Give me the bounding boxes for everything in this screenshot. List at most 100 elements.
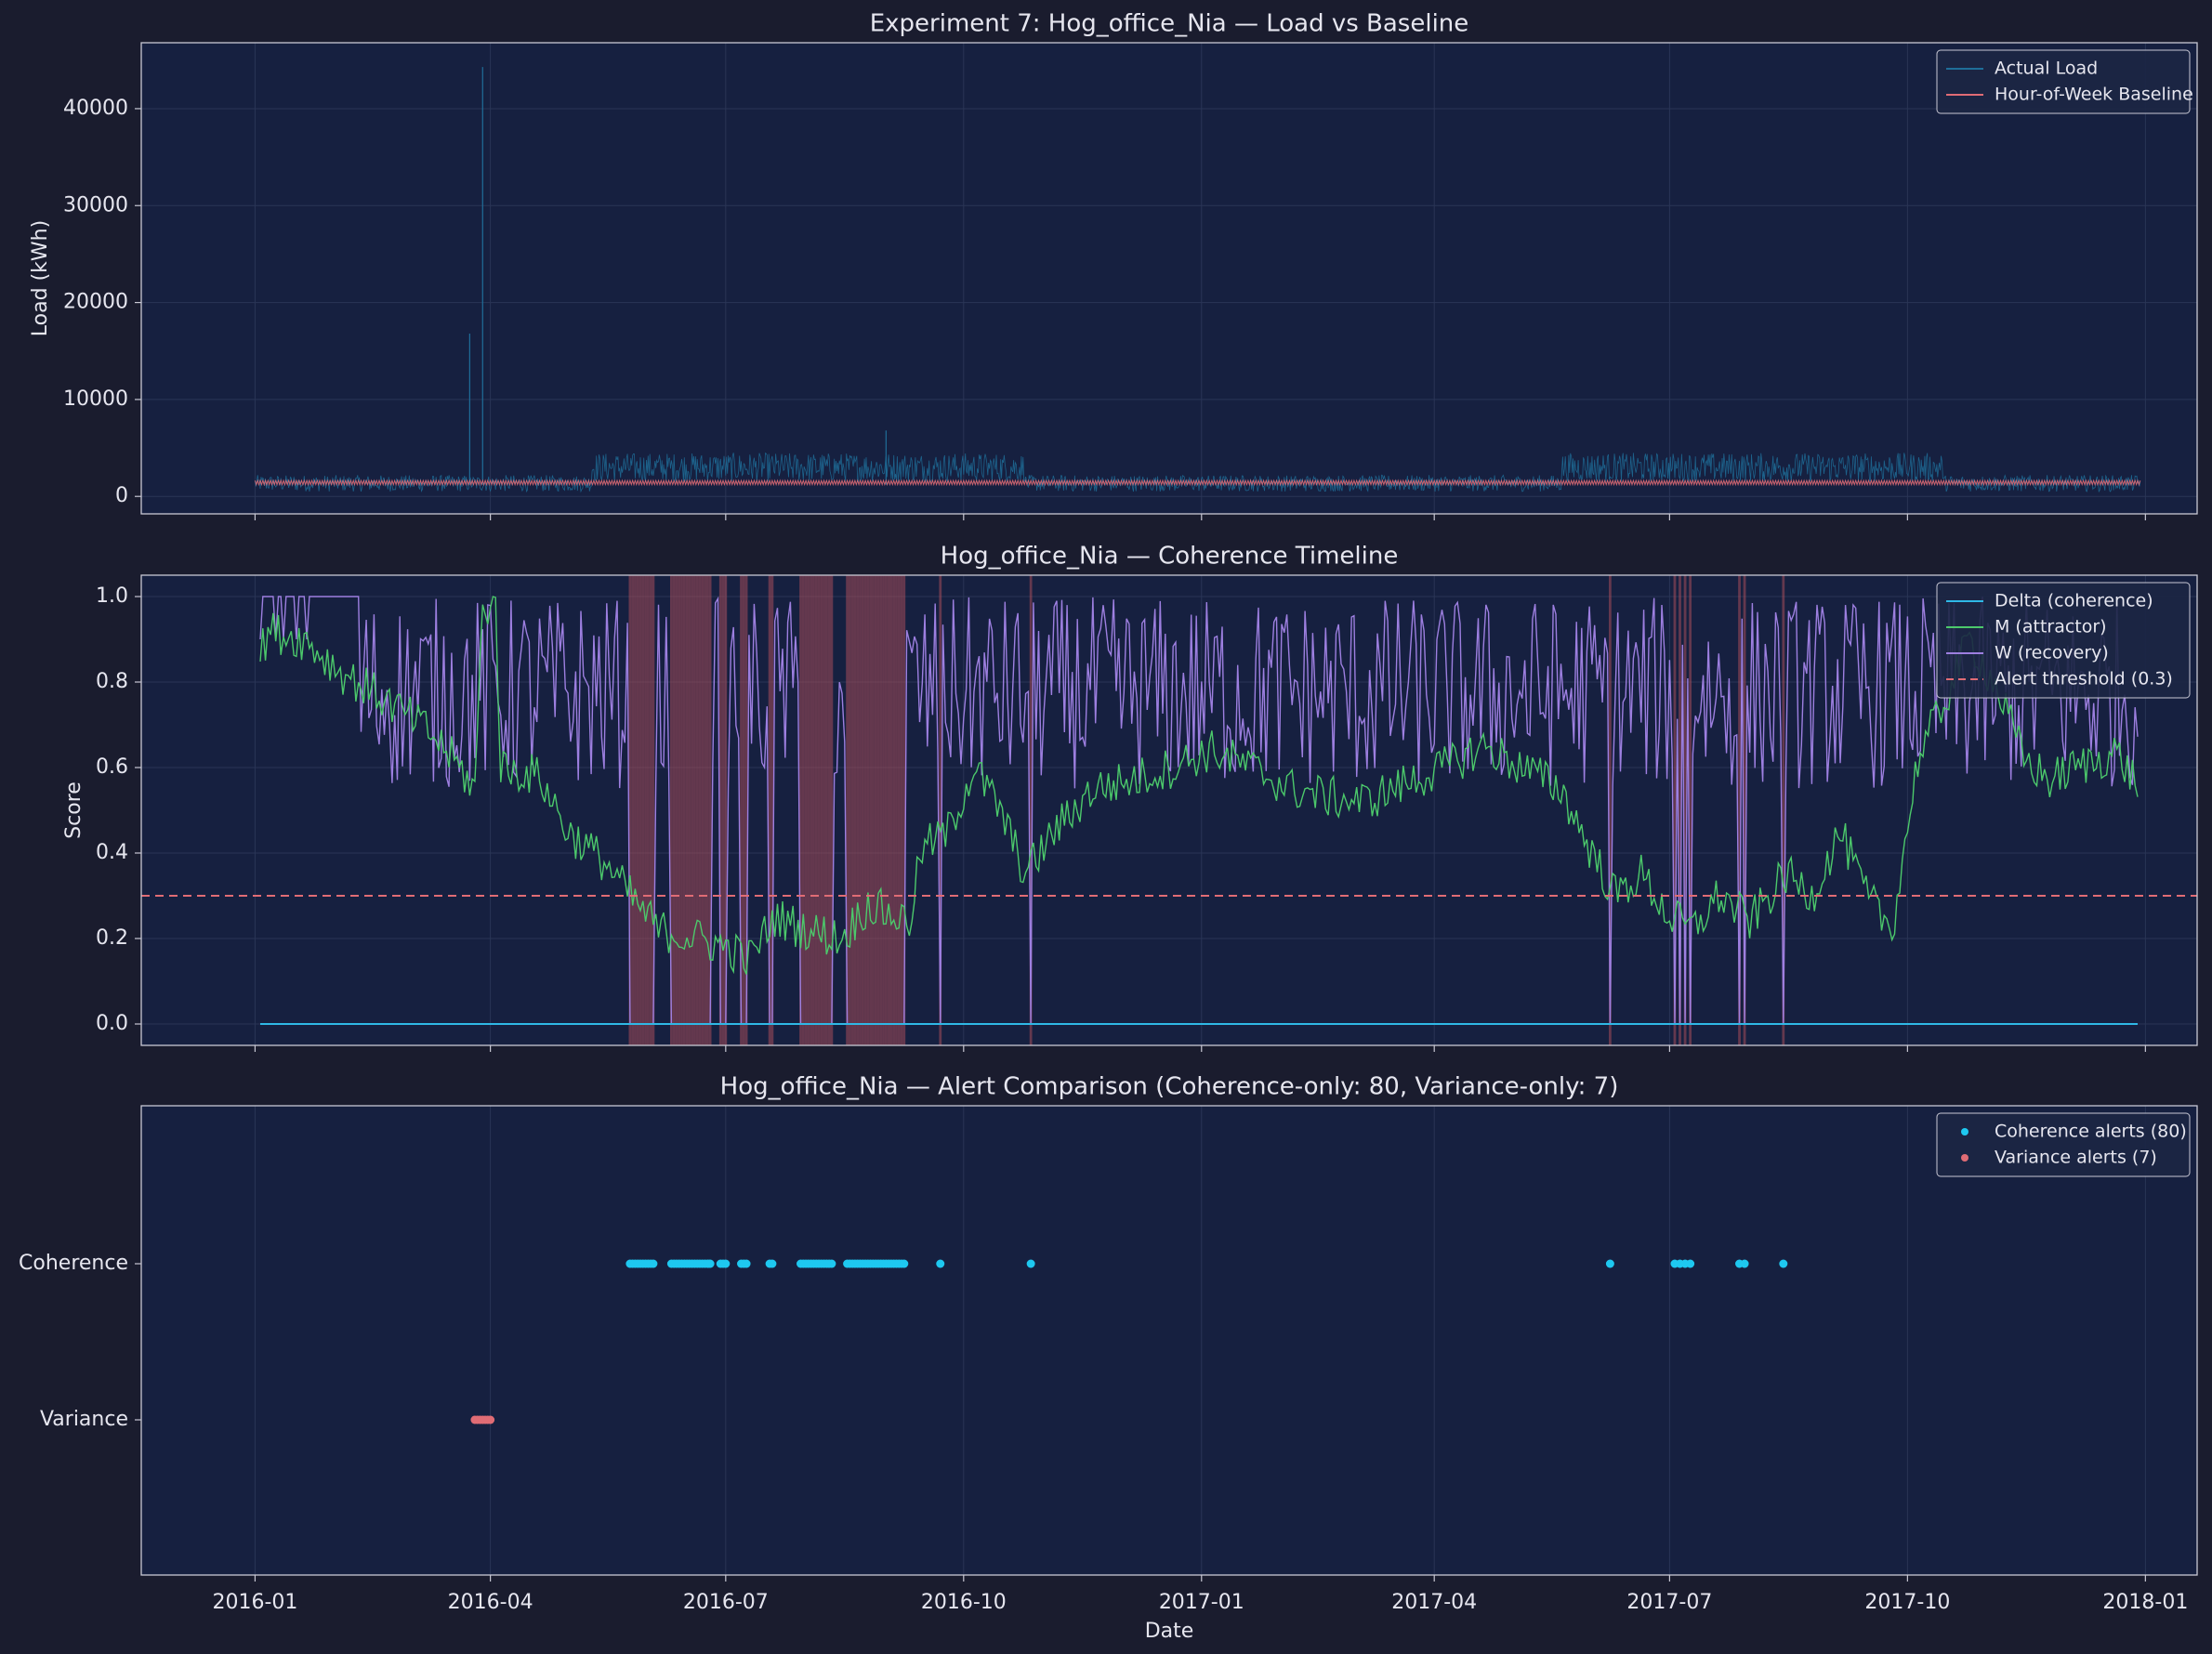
y-axis-label: Score <box>62 781 86 839</box>
alert-span <box>631 575 635 1045</box>
alert-span <box>1689 575 1692 1045</box>
coherence-alert-point <box>705 1259 715 1268</box>
alert-span <box>644 575 647 1045</box>
alert-span <box>680 575 683 1045</box>
coherence-alert-point <box>1779 1259 1788 1268</box>
alert-span <box>869 575 873 1045</box>
load-vs-baseline-panel: Experiment 7: Hog_office_Nia — Load vs B… <box>29 10 2198 520</box>
category-label: Variance <box>40 1408 128 1431</box>
alert-span <box>672 575 676 1045</box>
y-tick-label: 0.0 <box>96 1012 128 1035</box>
alert-span <box>1029 575 1033 1045</box>
coherence-alert-point <box>1605 1259 1614 1268</box>
alert-span <box>807 575 810 1045</box>
alert-span <box>1683 575 1687 1045</box>
alert-span <box>641 575 645 1045</box>
alert-span <box>705 575 709 1045</box>
coherence-alert-point <box>1026 1259 1035 1268</box>
y-tick-label: 30000 <box>63 193 128 217</box>
alert-span <box>744 575 748 1045</box>
baseline-line <box>254 479 2141 487</box>
y-tick-label: 0.2 <box>96 926 128 950</box>
alert-span <box>685 575 689 1045</box>
alert-span <box>646 575 650 1045</box>
alert-span <box>652 575 655 1045</box>
y-tick-label: 10000 <box>63 387 128 411</box>
alert-span <box>678 575 681 1045</box>
legend-label: Coherence alerts (80) <box>1995 1122 2187 1142</box>
alert-span <box>830 575 834 1045</box>
x-tick-label: 2016-04 <box>448 1591 533 1614</box>
category-label: Coherence <box>19 1252 128 1275</box>
alert-span <box>688 575 691 1045</box>
alert-span <box>861 575 864 1045</box>
plot-area <box>141 1106 2197 1575</box>
alert-span <box>639 575 642 1045</box>
alert-span <box>1743 575 1746 1045</box>
coherence-alert-point <box>721 1259 731 1268</box>
alert-span <box>801 575 805 1045</box>
alert-span <box>850 575 854 1045</box>
coherence-timeline-panel: Hog_office_Nia — Coherence Timeline Score… <box>62 543 2198 1052</box>
alert-span <box>675 575 678 1045</box>
axes-frame <box>140 574 2198 1046</box>
alert-span <box>882 575 885 1045</box>
x-tick-label: 2017-04 <box>1391 1591 1477 1614</box>
plot-area <box>141 43 2197 514</box>
legend-box <box>1936 1112 2191 1177</box>
coherence-alert-point <box>1686 1259 1695 1268</box>
alert-span <box>682 575 686 1045</box>
alert-span <box>827 575 831 1045</box>
y-tick-label: 0.6 <box>96 755 128 779</box>
alert-comparison-panel: 2016-01 2016-04 2016-07 2016-10 2017-01 2017-… <box>19 1073 2198 1643</box>
alert-span <box>742 575 745 1045</box>
alert-span <box>701 575 704 1045</box>
alert-span <box>718 575 722 1045</box>
legend-marker <box>1961 1154 1968 1162</box>
alert-span <box>856 575 860 1045</box>
alert-span <box>740 575 743 1045</box>
alert-span <box>721 575 725 1045</box>
y-tick-label: 20000 <box>63 291 128 314</box>
axes-frame <box>140 42 2198 515</box>
y-tick-label: 1.0 <box>96 584 128 608</box>
legend-label: W (recovery) <box>1995 643 2109 663</box>
x-tick-label: 2016-07 <box>683 1591 769 1614</box>
plot-area <box>141 575 2197 1045</box>
coherence-alert-point <box>1740 1259 1749 1268</box>
w-recovery-line <box>259 596 2139 1025</box>
alert-span <box>866 575 870 1045</box>
panel-title: Hog_office_Nia — Coherence Timeline <box>941 543 1399 571</box>
legend-label: M (attractor) <box>1995 617 2107 637</box>
variance-alert-point <box>486 1415 495 1424</box>
alert-span <box>708 575 712 1045</box>
alert-span <box>823 575 825 1045</box>
legend-label: Alert threshold (0.3) <box>1995 669 2173 689</box>
x-tick-label: 2017-01 <box>1159 1591 1244 1614</box>
alert-span <box>724 575 728 1045</box>
alert-span <box>1782 575 1785 1045</box>
coherence-alert-point <box>827 1259 836 1268</box>
alert-span <box>895 575 898 1045</box>
y-axis-label: Load (kWh) <box>29 220 52 336</box>
alert-span <box>879 575 883 1045</box>
actual-load-line <box>255 452 2141 493</box>
m-attractor-line <box>259 596 2139 975</box>
alert-span <box>902 575 906 1045</box>
alert-span <box>1738 575 1741 1045</box>
alert-span <box>1609 575 1612 1045</box>
alert-span <box>695 575 699 1045</box>
legend-marker <box>1961 1128 1968 1135</box>
alert-span <box>768 575 771 1045</box>
x-tick-label: 2017-10 <box>1864 1591 1950 1614</box>
alert-span <box>770 575 774 1045</box>
alert-span <box>939 575 942 1045</box>
legend-label: Actual Load <box>1995 59 2098 79</box>
panel-title: Hog_office_Nia — Alert Comparison (Coher… <box>720 1073 1619 1101</box>
alert-span <box>846 575 849 1045</box>
coherence-alert-point <box>768 1259 777 1268</box>
x-tick-label: 2016-10 <box>921 1591 1007 1614</box>
alert-span <box>848 575 851 1045</box>
alert-span <box>817 575 821 1045</box>
alert-span <box>812 575 815 1045</box>
